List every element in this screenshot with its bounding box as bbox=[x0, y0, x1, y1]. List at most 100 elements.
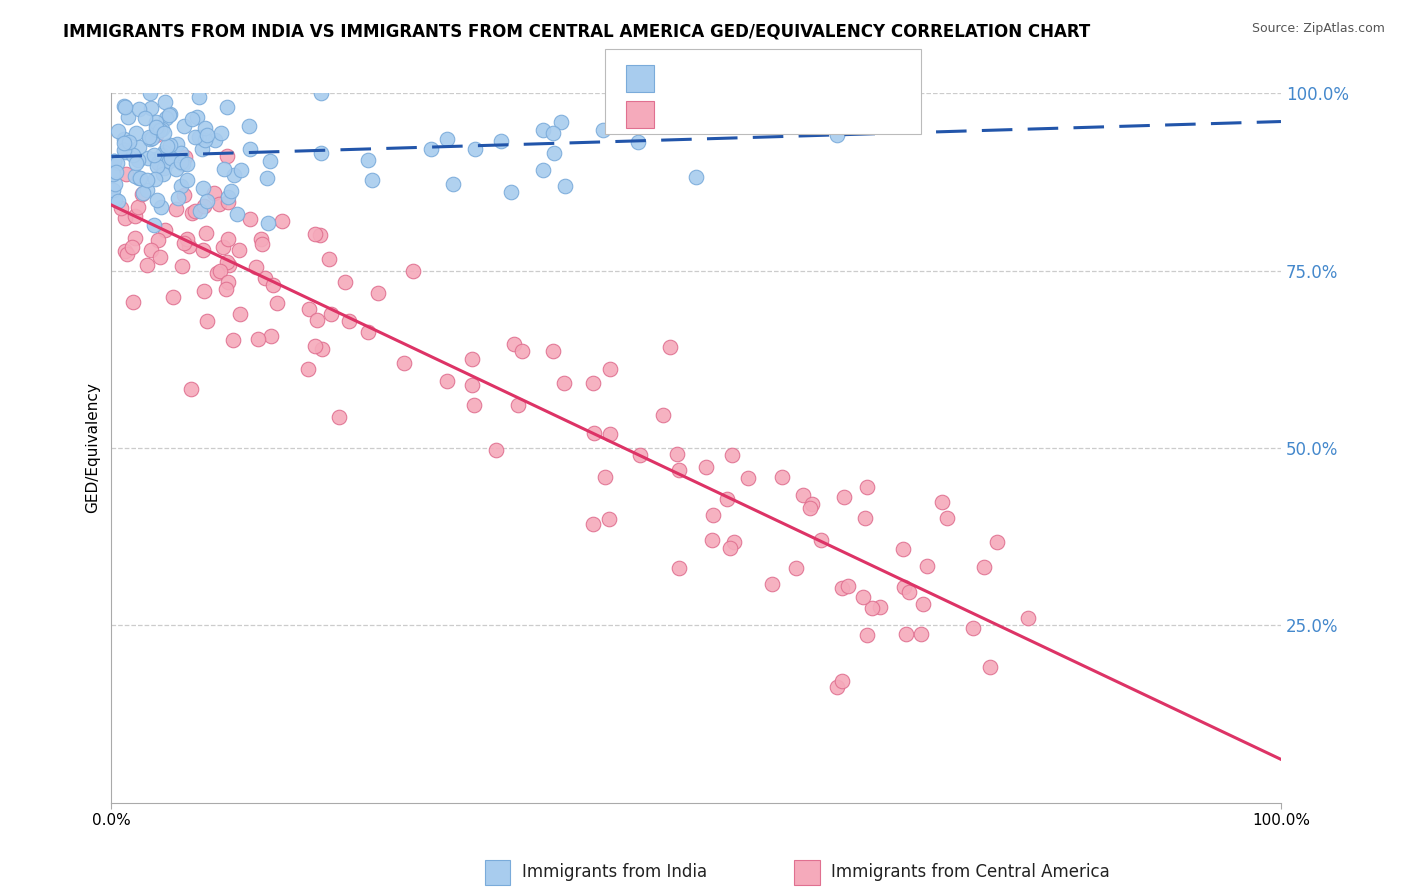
Point bbox=[402, 264, 425, 278]
Point bbox=[831, 582, 853, 596]
Point bbox=[136, 258, 159, 272]
Point bbox=[666, 446, 689, 460]
Point bbox=[176, 173, 198, 187]
Point bbox=[508, 398, 530, 412]
Point bbox=[856, 628, 879, 642]
Point bbox=[215, 255, 238, 269]
Point bbox=[134, 111, 156, 125]
Point bbox=[800, 498, 823, 512]
Point bbox=[197, 194, 219, 208]
Point bbox=[531, 122, 554, 136]
Point bbox=[718, 541, 741, 556]
Point bbox=[103, 154, 125, 169]
Point bbox=[215, 149, 238, 163]
Point bbox=[799, 500, 821, 515]
Text: Immigrants from Central America: Immigrants from Central America bbox=[831, 863, 1109, 881]
Point bbox=[333, 275, 356, 289]
Point bbox=[114, 211, 136, 225]
Point bbox=[485, 442, 508, 457]
Point bbox=[668, 561, 690, 575]
Point bbox=[179, 239, 201, 253]
Point bbox=[149, 200, 172, 214]
Point bbox=[205, 266, 228, 280]
Point bbox=[131, 187, 153, 202]
Point bbox=[173, 187, 195, 202]
Point bbox=[716, 491, 738, 506]
Point bbox=[436, 374, 458, 388]
Point bbox=[124, 209, 146, 223]
Point bbox=[180, 382, 202, 396]
Point bbox=[195, 314, 218, 328]
Point bbox=[170, 155, 193, 169]
Point bbox=[304, 338, 326, 352]
Point bbox=[157, 108, 180, 122]
Point bbox=[187, 130, 209, 145]
Point bbox=[146, 156, 169, 170]
Point bbox=[257, 216, 280, 230]
Point bbox=[162, 290, 184, 304]
Text: R =  0.297   N = 123: R = 0.297 N = 123 bbox=[662, 70, 880, 87]
Point bbox=[441, 178, 464, 192]
Point bbox=[195, 226, 218, 240]
Point bbox=[172, 157, 194, 171]
Point bbox=[463, 398, 485, 412]
Point bbox=[141, 131, 163, 145]
Point bbox=[145, 128, 167, 143]
Y-axis label: GED/Equivalency: GED/Equivalency bbox=[86, 383, 100, 514]
Point bbox=[222, 333, 245, 347]
Point bbox=[217, 194, 239, 209]
Point bbox=[259, 153, 281, 168]
Text: Source: ZipAtlas.com: Source: ZipAtlas.com bbox=[1251, 22, 1385, 36]
Point bbox=[124, 230, 146, 244]
Point bbox=[541, 126, 564, 140]
Point bbox=[801, 103, 824, 117]
Point bbox=[107, 124, 129, 138]
Point bbox=[860, 95, 883, 109]
Point bbox=[176, 157, 198, 171]
Point bbox=[191, 142, 214, 156]
Point bbox=[554, 179, 576, 194]
Point bbox=[853, 511, 876, 525]
Point bbox=[628, 448, 651, 462]
Point bbox=[142, 218, 165, 232]
Point bbox=[311, 146, 333, 161]
Point bbox=[149, 123, 172, 137]
Point bbox=[212, 240, 235, 254]
Point bbox=[837, 579, 859, 593]
Text: IMMIGRANTS FROM INDIA VS IMMIGRANTS FROM CENTRAL AMERICA GED/EQUIVALENCY CORRELA: IMMIGRANTS FROM INDIA VS IMMIGRANTS FROM… bbox=[63, 22, 1091, 40]
Point bbox=[204, 133, 226, 147]
Point bbox=[1017, 610, 1039, 624]
Point bbox=[392, 356, 415, 370]
Point bbox=[229, 163, 252, 178]
Point bbox=[129, 171, 152, 186]
Point bbox=[127, 200, 149, 214]
Point bbox=[122, 148, 145, 162]
Point bbox=[224, 169, 246, 183]
Point bbox=[125, 126, 148, 140]
Point bbox=[115, 167, 138, 181]
Point bbox=[911, 597, 934, 611]
Point bbox=[202, 186, 225, 201]
Point bbox=[659, 340, 682, 354]
Point bbox=[188, 90, 211, 104]
Point bbox=[165, 202, 187, 216]
Point bbox=[896, 95, 918, 109]
Point bbox=[156, 139, 179, 153]
Point bbox=[170, 145, 193, 160]
Point bbox=[931, 494, 953, 508]
Point bbox=[419, 143, 441, 157]
Point bbox=[652, 408, 675, 422]
Point bbox=[138, 132, 160, 146]
Point bbox=[112, 136, 135, 150]
Point bbox=[145, 120, 167, 134]
Point bbox=[250, 237, 273, 252]
Point bbox=[531, 162, 554, 177]
Point bbox=[627, 135, 650, 149]
Point bbox=[167, 190, 190, 204]
Point bbox=[181, 112, 204, 126]
Point bbox=[910, 626, 932, 640]
Point bbox=[869, 599, 891, 614]
Point bbox=[228, 243, 250, 257]
Point bbox=[599, 426, 621, 441]
Point bbox=[193, 284, 215, 298]
